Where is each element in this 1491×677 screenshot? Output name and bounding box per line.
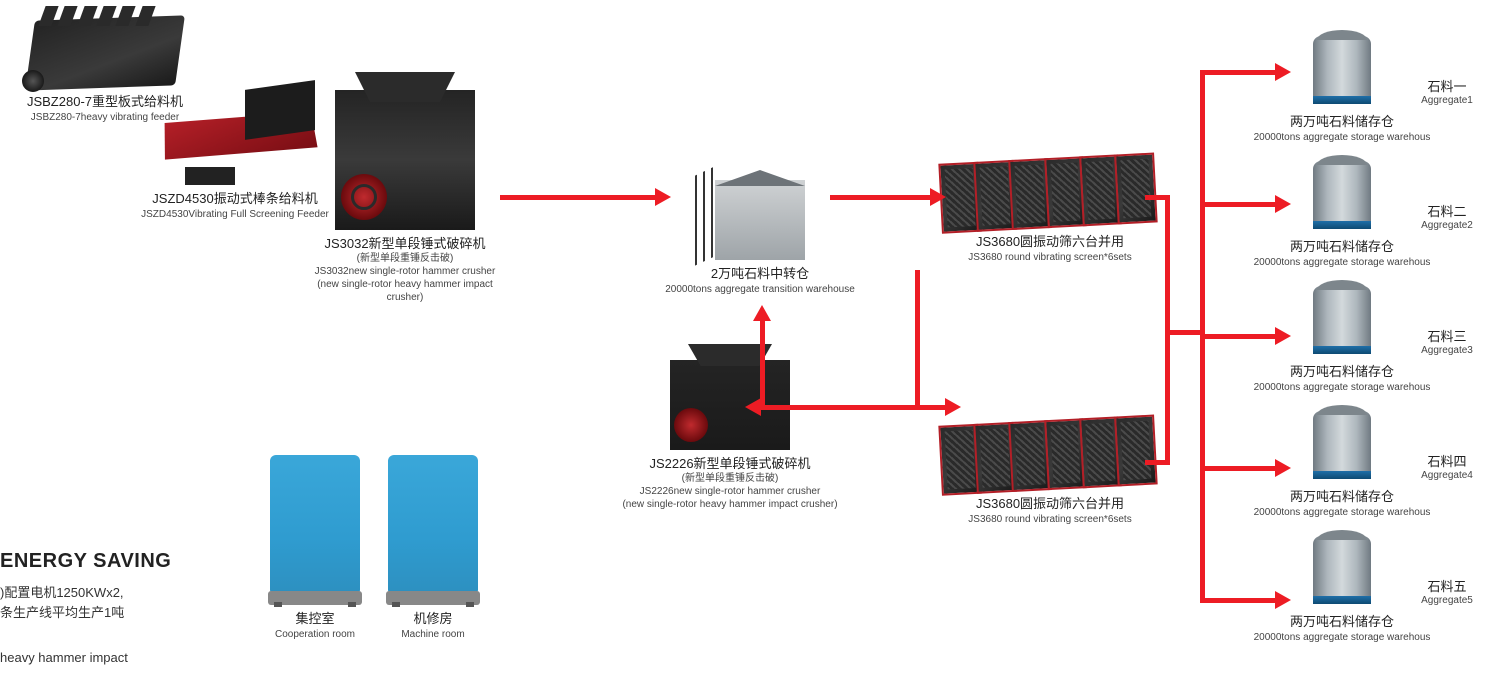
node-label-cn: JS3680圆振动筛六台并用 [920, 496, 1180, 513]
node-label-cn: 机修房 [378, 611, 488, 628]
flow-node-screen1: JS3680圆振动筛六台并用JS3680 round vibrating scr… [920, 158, 1180, 264]
node-label-cn: 集控室 [260, 611, 370, 628]
flow-arrow [1200, 598, 1275, 603]
node-label-extra: (new single-rotor heavy hammer impact cr… [600, 498, 860, 511]
silo-name-3: 石料三Aggregate3 [1412, 326, 1482, 356]
silo-2: 两万吨石料储存仓20000tons aggregate storage ware… [1292, 155, 1392, 269]
side-line-1: )配置电机1250KWx2, [0, 582, 124, 601]
machine-graphic [270, 455, 360, 605]
silo-name-cn: 石料五 [1412, 576, 1482, 595]
node-label-cn: JS3032新型单段锤式破碎机 [305, 236, 505, 253]
silo-name-en: Aggregate1 [1412, 95, 1482, 106]
silo-name-5: 石料五Aggregate5 [1412, 576, 1482, 606]
node-label-en: JS3680 round vibrating screen*6sets [920, 251, 1180, 264]
arrow-head-icon [655, 188, 671, 206]
silo-name-en: Aggregate2 [1412, 220, 1482, 231]
flow-arrow [915, 270, 920, 410]
arrow-head-icon [1275, 195, 1291, 213]
machine-graphic [335, 80, 475, 230]
flow-node-screen2: JS3680圆振动筛六台并用JS3680 round vibrating scr… [920, 420, 1180, 526]
node-label-sub: (新型单段重锤反击破) [305, 253, 505, 265]
silo-capacity-en: 20000tons aggregate storage warehous [1232, 256, 1452, 269]
arrow-head-icon [1275, 591, 1291, 609]
machine-graphic [1307, 30, 1377, 110]
side-line-2: 条生产线平均生产1吨 [0, 602, 124, 621]
machine-graphic [155, 85, 315, 185]
arrow-head-icon [1275, 459, 1291, 477]
flow-node-crusher1: JS3032新型单段锤式破碎机(新型单段重锤反击破)JS3032new sing… [305, 80, 505, 304]
side-line-3: heavy hammer impact [0, 650, 128, 665]
flow-node-room2: 机修房Machine room [378, 455, 488, 641]
energy-saving-heading: ENERGY SAVING [0, 550, 171, 573]
silo-name-cn: 石料四 [1412, 451, 1482, 470]
silo-capacity-cn: 两万吨石料储存仓 [1252, 114, 1432, 131]
node-label-en: Cooperation room [260, 628, 370, 641]
flow-arrow [760, 405, 915, 410]
silo-1: 两万吨石料储存仓20000tons aggregate storage ware… [1292, 30, 1392, 144]
silo-name-cn: 石料三 [1412, 326, 1482, 345]
arrow-head-icon [753, 305, 771, 321]
flow-arrow [500, 195, 655, 200]
silo-capacity-en: 20000tons aggregate storage warehous [1232, 131, 1452, 144]
arrow-head-icon [745, 398, 761, 416]
machine-graphic [1307, 280, 1377, 360]
node-label-en: Machine room [378, 628, 488, 641]
machine-graphic [670, 350, 790, 450]
flow-arrow [1165, 330, 1205, 335]
flow-arrow [1200, 466, 1275, 471]
machine-graphic [695, 170, 825, 260]
silo-4: 两万吨石料储存仓20000tons aggregate storage ware… [1292, 405, 1392, 519]
machine-graphic [1307, 530, 1377, 610]
flow-arrow [915, 405, 945, 410]
silo-capacity-en: 20000tons aggregate storage warehous [1232, 381, 1452, 394]
silo-capacity-cn: 两万吨石料储存仓 [1252, 614, 1432, 631]
silo-name-2: 石料二Aggregate2 [1412, 201, 1482, 231]
node-label-en: JS3680 round vibrating screen*6sets [920, 513, 1180, 526]
flow-node-warehouse: 2万吨石料中转仓20000tons aggregate transition w… [640, 170, 880, 296]
arrow-head-icon [930, 188, 946, 206]
silo-3: 两万吨石料储存仓20000tons aggregate storage ware… [1292, 280, 1392, 394]
flow-arrow [1145, 460, 1170, 465]
machine-graphic [1307, 155, 1377, 235]
arrow-head-icon [1275, 63, 1291, 81]
silo-name-4: 石料四Aggregate4 [1412, 451, 1482, 481]
silo-name-cn: 石料一 [1412, 76, 1482, 95]
node-label-en: JS2226new single-rotor hammer crusher [600, 485, 860, 498]
flow-arrow [1200, 202, 1275, 207]
node-label-sub: (新型单段重锤反击破) [600, 473, 860, 485]
flow-arrow [830, 195, 930, 200]
machine-graphic [388, 455, 478, 605]
node-label-cn: 2万吨石料中转仓 [640, 266, 880, 283]
silo-name-en: Aggregate4 [1412, 470, 1482, 481]
flow-node-room1: 集控室Cooperation room [260, 455, 370, 641]
flow-arrow [1200, 70, 1275, 75]
silo-capacity-cn: 两万吨石料储存仓 [1252, 364, 1432, 381]
flow-node-crusher2: JS2226新型单段锤式破碎机(新型单段重锤反击破)JS2226new sing… [600, 350, 860, 511]
machine-graphic [30, 18, 180, 88]
flow-arrow [1200, 334, 1275, 339]
machine-graphic [1307, 405, 1377, 485]
silo-name-en: Aggregate3 [1412, 345, 1482, 356]
silo-capacity-en: 20000tons aggregate storage warehous [1232, 506, 1452, 519]
silo-name-1: 石料一Aggregate1 [1412, 76, 1482, 106]
silo-5: 两万吨石料储存仓20000tons aggregate storage ware… [1292, 530, 1392, 644]
silo-name-cn: 石料二 [1412, 201, 1482, 220]
arrow-head-icon [1275, 327, 1291, 345]
flow-arrow [760, 320, 765, 410]
silo-name-en: Aggregate5 [1412, 595, 1482, 606]
node-label-cn: JS3680圆振动筛六台并用 [920, 234, 1180, 251]
silo-capacity-cn: 两万吨石料储存仓 [1252, 239, 1432, 256]
node-label-en: JS3032new single-rotor hammer crusher [305, 265, 505, 278]
silo-capacity-en: 20000tons aggregate storage warehous [1232, 631, 1452, 644]
machine-graphic [938, 152, 1161, 233]
node-label-en: 20000tons aggregate transition warehouse [640, 283, 880, 296]
silo-capacity-cn: 两万吨石料储存仓 [1252, 489, 1432, 506]
node-label-cn: JS2226新型单段锤式破碎机 [600, 456, 860, 473]
machine-graphic [938, 414, 1161, 495]
node-label-extra: (new single-rotor heavy hammer impact cr… [305, 278, 505, 304]
arrow-head-icon [945, 398, 961, 416]
